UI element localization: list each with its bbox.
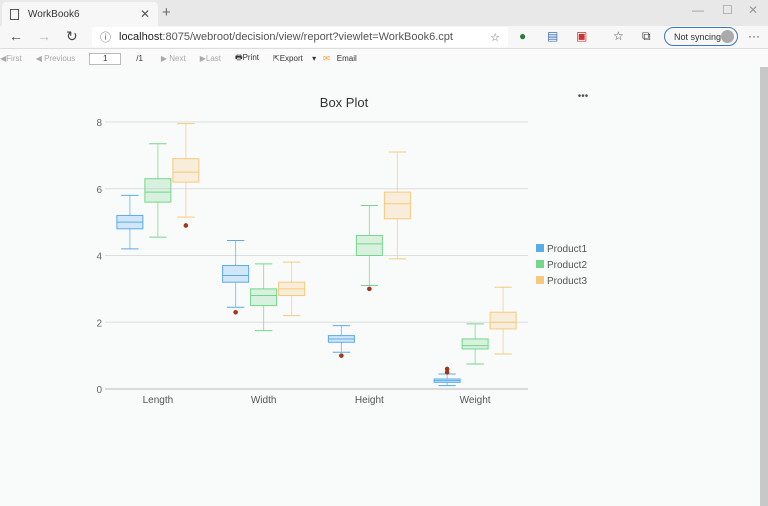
box-product2 xyxy=(461,338,489,350)
evernote-icon[interactable]: ● xyxy=(519,29,527,43)
collections-icon[interactable]: ⧉ xyxy=(642,29,651,43)
last-button[interactable]: ▶Last xyxy=(199,54,221,63)
tab-bar: WorkBook6 ✕ + — ☐ ✕ xyxy=(0,0,768,26)
legend-label: Product1 xyxy=(547,244,587,255)
box-plot-chart: Box Plot ••• 0 2 4 6 8 Length Width Height Weigh… xyxy=(96,91,589,406)
first-button[interactable]: ◀First xyxy=(0,54,22,63)
box-product3 xyxy=(172,158,200,183)
legend-swatch xyxy=(536,244,544,252)
legend-swatch xyxy=(536,260,544,268)
box-product1 xyxy=(222,265,250,283)
box-product3 xyxy=(489,311,517,330)
sync-button[interactable]: Not syncing xyxy=(664,27,738,46)
close-window-button[interactable]: ✕ xyxy=(748,3,759,17)
y-tick-label: 6 xyxy=(96,185,102,196)
legend-swatch xyxy=(536,276,544,284)
outlier-point xyxy=(444,366,450,372)
box-product2 xyxy=(250,288,278,307)
x-tick-label: Length xyxy=(143,395,174,406)
y-tick-label: 4 xyxy=(96,252,102,263)
outlier-point xyxy=(444,370,450,375)
sync-label: Not syncing xyxy=(674,31,722,42)
page-input[interactable]: 1 xyxy=(89,52,122,65)
back-icon[interactable]: ← xyxy=(9,28,23,44)
pocket-icon[interactable]: ▣ xyxy=(576,29,588,43)
more-menu-icon[interactable]: ··· xyxy=(748,29,760,43)
box-product3 xyxy=(383,191,411,220)
y-tick-label: 0 xyxy=(96,385,102,396)
document-icon xyxy=(10,8,19,20)
favorite-star-icon[interactable]: ☆ xyxy=(490,31,500,44)
browser-tab[interactable]: WorkBook6 ✕ xyxy=(2,2,158,26)
export-button[interactable]: ⇱Export ▾ xyxy=(273,54,317,63)
y-tick-label: 8 xyxy=(96,118,102,129)
chart-title: Box Plot xyxy=(320,95,369,110)
email-button[interactable]: ✉ Email xyxy=(323,54,357,63)
outlier-point xyxy=(339,353,344,358)
print-button[interactable]: 🖶Print xyxy=(235,52,260,62)
url-path: :8075/webroot/decision/view/report?viewl… xyxy=(162,31,453,43)
scrollbar[interactable] xyxy=(760,67,768,506)
close-tab-icon[interactable]: ✕ xyxy=(139,7,150,21)
url-host: localhost xyxy=(119,31,163,43)
box-product2 xyxy=(144,178,172,203)
forward-icon[interactable]: → xyxy=(37,28,51,44)
maximize-button[interactable]: ☐ xyxy=(722,3,733,17)
legend-label: Product3 xyxy=(547,276,587,287)
box-product2 xyxy=(355,234,383,257)
x-tick-label: Weight xyxy=(460,395,491,406)
page-total: /1 xyxy=(136,54,143,63)
avatar xyxy=(721,30,734,43)
minimize-button[interactable]: — xyxy=(692,3,704,17)
x-tick-label: Width xyxy=(251,395,277,406)
url-input[interactable]: ⓘ localhost:8075/webroot/decision/view/re… xyxy=(92,27,508,47)
outlier-point xyxy=(367,286,372,292)
address-bar-row: ← → ↻ ⓘ localhost:8075/webroot/decision/v… xyxy=(0,26,768,49)
new-tab-button[interactable]: + xyxy=(162,4,171,21)
legend-label: Product2 xyxy=(547,260,587,271)
chart-menu-icon[interactable]: ••• xyxy=(578,91,589,102)
reader-icon[interactable]: ▤ xyxy=(547,29,559,43)
info-icon: ⓘ xyxy=(100,32,111,44)
refresh-icon[interactable]: ↻ xyxy=(66,28,78,44)
y-tick-label: 2 xyxy=(96,318,102,329)
next-button[interactable]: ▶ Next xyxy=(160,54,186,63)
outlier-point xyxy=(183,223,189,228)
tab-title: WorkBook6 xyxy=(28,8,80,20)
report-toolbar: ◀First ◀ Previous 1 /1 ▶ Next ▶Last 🖶Pri… xyxy=(0,50,768,67)
x-tick-label: Height xyxy=(355,395,384,406)
previous-button[interactable]: ◀ Previous xyxy=(35,54,76,63)
outlier-point xyxy=(233,309,238,315)
favorites-icon[interactable]: ☆ xyxy=(613,29,624,43)
